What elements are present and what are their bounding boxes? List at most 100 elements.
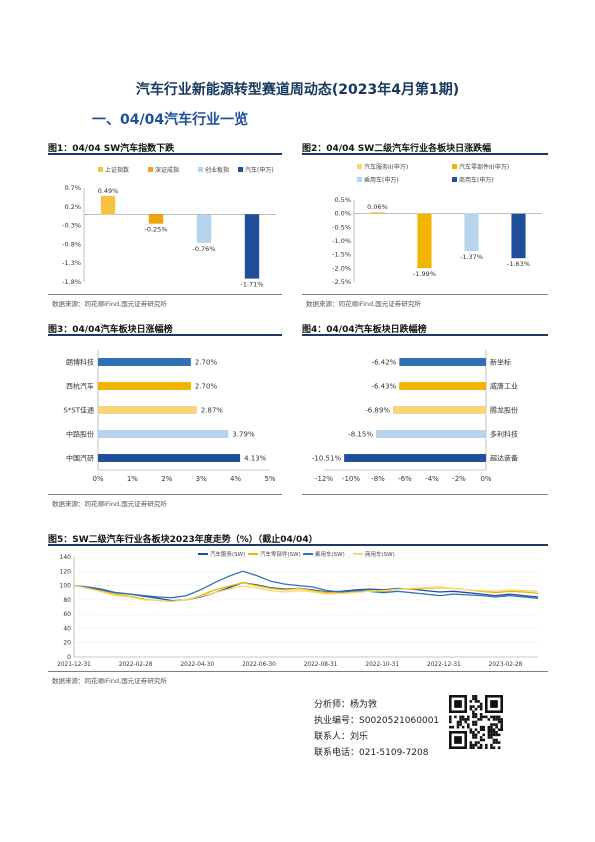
fig2-bottom-rule — [302, 294, 548, 295]
x-tick-label: 2022-06-30 — [242, 662, 276, 668]
fig1-source: 数据来源：同花顺iFind,国元证券研究所 — [52, 300, 167, 308]
bar — [244, 214, 260, 279]
data-label: 2.70% — [195, 359, 218, 367]
data-label: -1.63% — [507, 260, 530, 268]
legend-label: 乘用车(申万) — [364, 176, 399, 184]
x-tick-label: 4% — [230, 475, 241, 483]
x-tick-label: 2021-12-31 — [57, 662, 91, 668]
chart-fig4: -12% -10% -8% -6% -4% -2% 0% 新坐标 -6.42% 威唐工业 -6.43… — [312, 350, 518, 483]
category-label: 中国汽研 — [66, 454, 94, 463]
legend-label: 汽车服务(SW) — [210, 550, 245, 558]
legend-label: 汽车零部件II(申万) — [459, 163, 509, 171]
y-tick-label: 20 — [63, 640, 71, 647]
category-label: 新坐标 — [490, 358, 511, 367]
chart-fig1: 上证指数 深证成指 创业板指 汽车(申万) 0.7% 0.2% -0.3% -0.8% -1.3… — [62, 166, 276, 289]
data-label: 2.87% — [201, 407, 224, 415]
fig4-bottom-rule — [302, 494, 548, 495]
fig2-source: 数据来源：同花顺iFind,国元证券研究所 — [306, 300, 421, 308]
chart-fig5: 0 20 40 60 80 100 120 140 2021-12-31 2022-02-28 20… — [57, 550, 539, 668]
y-tick-label: -1.5% — [332, 251, 351, 259]
category-label: 威唐工业 — [490, 382, 518, 391]
legend-swatch — [452, 164, 457, 169]
x-tick-label: -6% — [398, 475, 412, 483]
data-label: -0.76% — [193, 245, 216, 253]
legend-swatch — [357, 164, 362, 169]
page-title: 汽车行业新能源转型赛道周动态(2023年4月第1期) — [135, 82, 460, 98]
fig3-bottom-rule — [48, 494, 282, 495]
y-tick-label: -1.0% — [332, 237, 351, 245]
y-tick-label: 60 — [63, 611, 71, 618]
series-line — [73, 570, 539, 600]
contact-person: 联系人：刘乐 — [314, 732, 369, 742]
data-label: -1.99% — [413, 270, 436, 278]
fig3-source: 数据来源：同花顺iFind,国元证券研究所 — [52, 500, 167, 508]
y-tick-label: 120 — [60, 568, 72, 575]
y-tick-label: 140 — [60, 554, 72, 561]
x-tick-label: 0% — [480, 475, 491, 483]
y-tick-label: 0.0% — [334, 210, 351, 218]
x-tick-label: 2022-10-31 — [365, 662, 399, 668]
x-tick-label: 3% — [196, 475, 207, 483]
x-tick-label: -8% — [371, 475, 385, 483]
legend-swatch — [238, 167, 243, 172]
contact-phone: 联系电话：021-5109-7208 — [314, 748, 429, 758]
bar — [98, 406, 197, 414]
x-tick-label: 2% — [161, 475, 172, 483]
fig3-top-rule — [48, 334, 282, 336]
y-tick-label: -0.5% — [332, 223, 351, 231]
bar — [370, 212, 385, 214]
category-label: 朗博科技 — [66, 358, 94, 367]
bar — [100, 195, 116, 215]
legend-label: 汽车零部件(SW) — [260, 550, 301, 558]
legend-label: 商用车(SW) — [365, 550, 395, 558]
legend-label: 商用车(申万) — [459, 176, 494, 184]
y-tick-label: 0.2% — [64, 203, 81, 211]
fig5-bottom-rule — [48, 671, 548, 672]
x-tick-label: -10% — [342, 475, 360, 483]
fig1-title: 图1：04/04 SW汽车指数下跌 — [48, 144, 175, 154]
data-label: -1.71% — [241, 281, 264, 289]
data-label: 3.79% — [232, 431, 255, 439]
category-label: 超达装备 — [490, 454, 518, 463]
bar — [98, 382, 191, 390]
data-label: -1.37% — [460, 253, 483, 261]
fig4-title: 图4：04/04汽车板块日跌幅榜 — [302, 325, 427, 335]
fig4-top-rule — [302, 334, 548, 336]
bar — [392, 406, 486, 414]
legend-swatch — [452, 177, 457, 182]
analyst-license: 执业编号：S0020521060001 — [314, 716, 440, 726]
fig5-source: 数据来源：同花顺iFind,国元证券研究所 — [52, 677, 167, 685]
data-label: 4.13% — [244, 455, 267, 463]
legend-label: 上证指数 — [105, 166, 129, 174]
x-tick-label: 1% — [127, 475, 138, 483]
data-label: -6.43% — [371, 383, 396, 391]
fig1-bottom-rule — [48, 294, 282, 295]
fig5-top-rule — [48, 544, 548, 546]
y-tick-label: -0.3% — [62, 222, 81, 230]
series-line — [73, 584, 539, 602]
chart-fig2: 汽车服务II(申万) 汽车零部件II(申万) 乘用车(申万) 商用车(申万) 0.5% 0… — [332, 163, 542, 286]
y-tick-label: -2.5% — [332, 278, 351, 286]
bar — [399, 358, 486, 366]
category-label: 中路股份 — [66, 430, 94, 439]
x-tick-label: 5% — [264, 475, 275, 483]
y-tick-label: 0.5% — [334, 196, 351, 204]
legend-label: 创业板指 — [205, 166, 229, 174]
legend-swatch — [198, 167, 203, 172]
legend-swatch — [98, 167, 103, 172]
y-tick-label: -1.3% — [62, 259, 81, 267]
bar — [399, 382, 486, 390]
y-tick-label: 100 — [60, 583, 72, 590]
fig2-title: 图2：04/04 SW二级汽车行业各板块日涨跌幅 — [302, 144, 492, 154]
fig2-top-rule — [302, 153, 548, 155]
x-tick-label: 2022-04-30 — [180, 662, 214, 668]
data-label: -6.42% — [372, 359, 397, 367]
category-label: 多利科技 — [490, 430, 518, 439]
data-label: -8.15% — [348, 431, 373, 439]
bar — [148, 214, 164, 224]
analyst-name: 分析师：杨为敩 — [314, 700, 378, 710]
bar — [464, 213, 479, 252]
y-tick-label: 0 — [67, 654, 71, 661]
bar — [375, 430, 486, 438]
bar — [417, 213, 432, 269]
